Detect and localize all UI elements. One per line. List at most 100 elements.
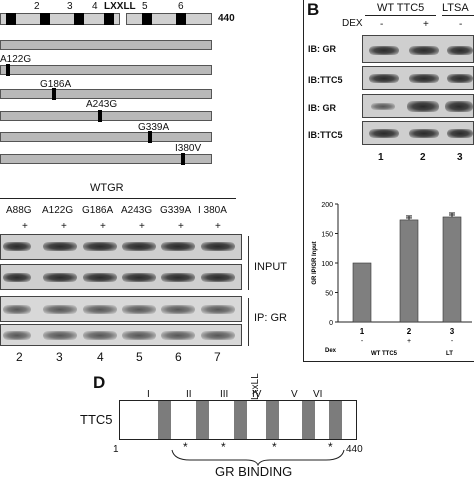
dex-state: - — [380, 19, 384, 30]
mutation-marker — [181, 153, 185, 165]
domain-label: V — [291, 389, 298, 400]
band — [447, 129, 473, 138]
dex-state: - — [459, 19, 463, 30]
ltsa-label: LTSA — [442, 2, 469, 14]
y-axis-label: GR IP/GR Input — [312, 241, 318, 284]
input-bracket — [248, 236, 254, 290]
dex-label: DEX — [342, 18, 363, 29]
asterisk: * — [328, 440, 333, 454]
x-tick-label: 3 — [450, 327, 455, 336]
tpr-domain — [302, 401, 315, 439]
gr-binding-chart: 0 50 100 150 200 GR IP/GR Input 1 - 2 +3 - Dex WT TT… — [312, 202, 472, 356]
plus-sign: + — [139, 221, 145, 232]
ttc5-schematic — [119, 400, 357, 440]
plus-sign: + — [178, 221, 184, 232]
band — [122, 331, 156, 340]
wt-construct-bar — [0, 40, 212, 50]
start-label: 1 — [113, 444, 119, 455]
ib-blot — [362, 121, 474, 145]
band — [409, 46, 439, 55]
band — [83, 273, 117, 282]
group-label: LT — [446, 351, 453, 356]
band — [43, 242, 77, 251]
band — [161, 331, 195, 340]
band — [122, 242, 156, 251]
mutation-marker — [6, 64, 10, 76]
domain-number: 2 — [34, 1, 40, 12]
lane-number: 2 — [420, 152, 426, 163]
plus-sign: + — [215, 221, 221, 232]
lane-number: 2 — [16, 350, 23, 364]
y-tick-label: 50 — [325, 291, 333, 298]
plus-sign: + — [61, 221, 67, 232]
lts-line — [442, 15, 474, 16]
motif-label: LXXLL — [104, 1, 136, 12]
band — [161, 242, 195, 251]
band — [409, 74, 439, 83]
mutation-marker — [52, 88, 56, 100]
bar — [352, 262, 372, 323]
band — [3, 331, 31, 340]
ip-bracket — [248, 298, 254, 346]
mutant-construct-bar — [0, 65, 212, 75]
dex-state: - — [451, 338, 454, 345]
band — [43, 331, 77, 340]
group-label: WT TTC5 — [371, 351, 398, 356]
band — [122, 273, 156, 282]
gr-binding-label: GR BINDING — [215, 464, 293, 479]
asterisk: * — [221, 440, 226, 454]
ib-label: IB: GR — [308, 103, 336, 113]
domain-label: IV — [252, 389, 262, 400]
domain-block — [40, 13, 50, 25]
domain-label: III — [220, 389, 229, 400]
domain-block — [6, 13, 16, 25]
band — [83, 331, 117, 340]
panel-letter: B — [307, 0, 320, 19]
domain-number: 4 — [92, 1, 98, 12]
end-label: 440 — [346, 444, 363, 455]
band — [43, 273, 77, 282]
tpr-domain — [196, 401, 209, 439]
band — [407, 101, 439, 112]
domain-block — [104, 13, 114, 25]
bar — [399, 219, 419, 323]
ib-blot — [362, 35, 474, 63]
dex-state: + — [407, 338, 411, 345]
domain-block — [176, 13, 186, 25]
lane-number: 4 — [97, 350, 104, 364]
ib-label: IB:TTC5 — [308, 130, 343, 140]
lane-number: 3 — [56, 350, 63, 364]
plus-sign: + — [100, 221, 106, 232]
band — [3, 242, 31, 251]
lane-label: A243G — [121, 205, 153, 216]
wt-ttc5-label: WT TTC5 — [377, 2, 425, 14]
input-label: INPUT — [254, 261, 287, 273]
mutant-construct-bar — [0, 89, 212, 99]
band — [369, 74, 399, 83]
panel-letter: D — [93, 373, 106, 392]
band — [445, 101, 473, 112]
lane-label: G339A — [160, 205, 192, 216]
binding-bracket — [171, 449, 345, 466]
lxxll-marker — [119, 13, 127, 25]
mutation-marker — [98, 110, 102, 122]
asterisk: * — [272, 440, 277, 454]
tpr-domain — [329, 401, 342, 439]
band — [161, 305, 195, 314]
band — [371, 103, 395, 110]
band — [409, 129, 439, 138]
band — [3, 305, 31, 314]
input-blot-1 — [0, 234, 242, 260]
ib-blot — [362, 66, 474, 90]
mutation-label: I380V — [175, 143, 202, 154]
asterisk: * — [183, 440, 188, 454]
domain-number: 5 — [142, 1, 148, 12]
lane-label: I 380A — [198, 205, 227, 216]
domain-number: 3 — [67, 1, 73, 12]
dex-state: - — [361, 338, 364, 345]
band — [83, 242, 117, 251]
dex-state: + — [423, 19, 429, 30]
wtgr-label: WTGR — [90, 182, 124, 194]
tpr-domain — [234, 401, 247, 439]
y-tick-label: 150 — [321, 232, 333, 239]
